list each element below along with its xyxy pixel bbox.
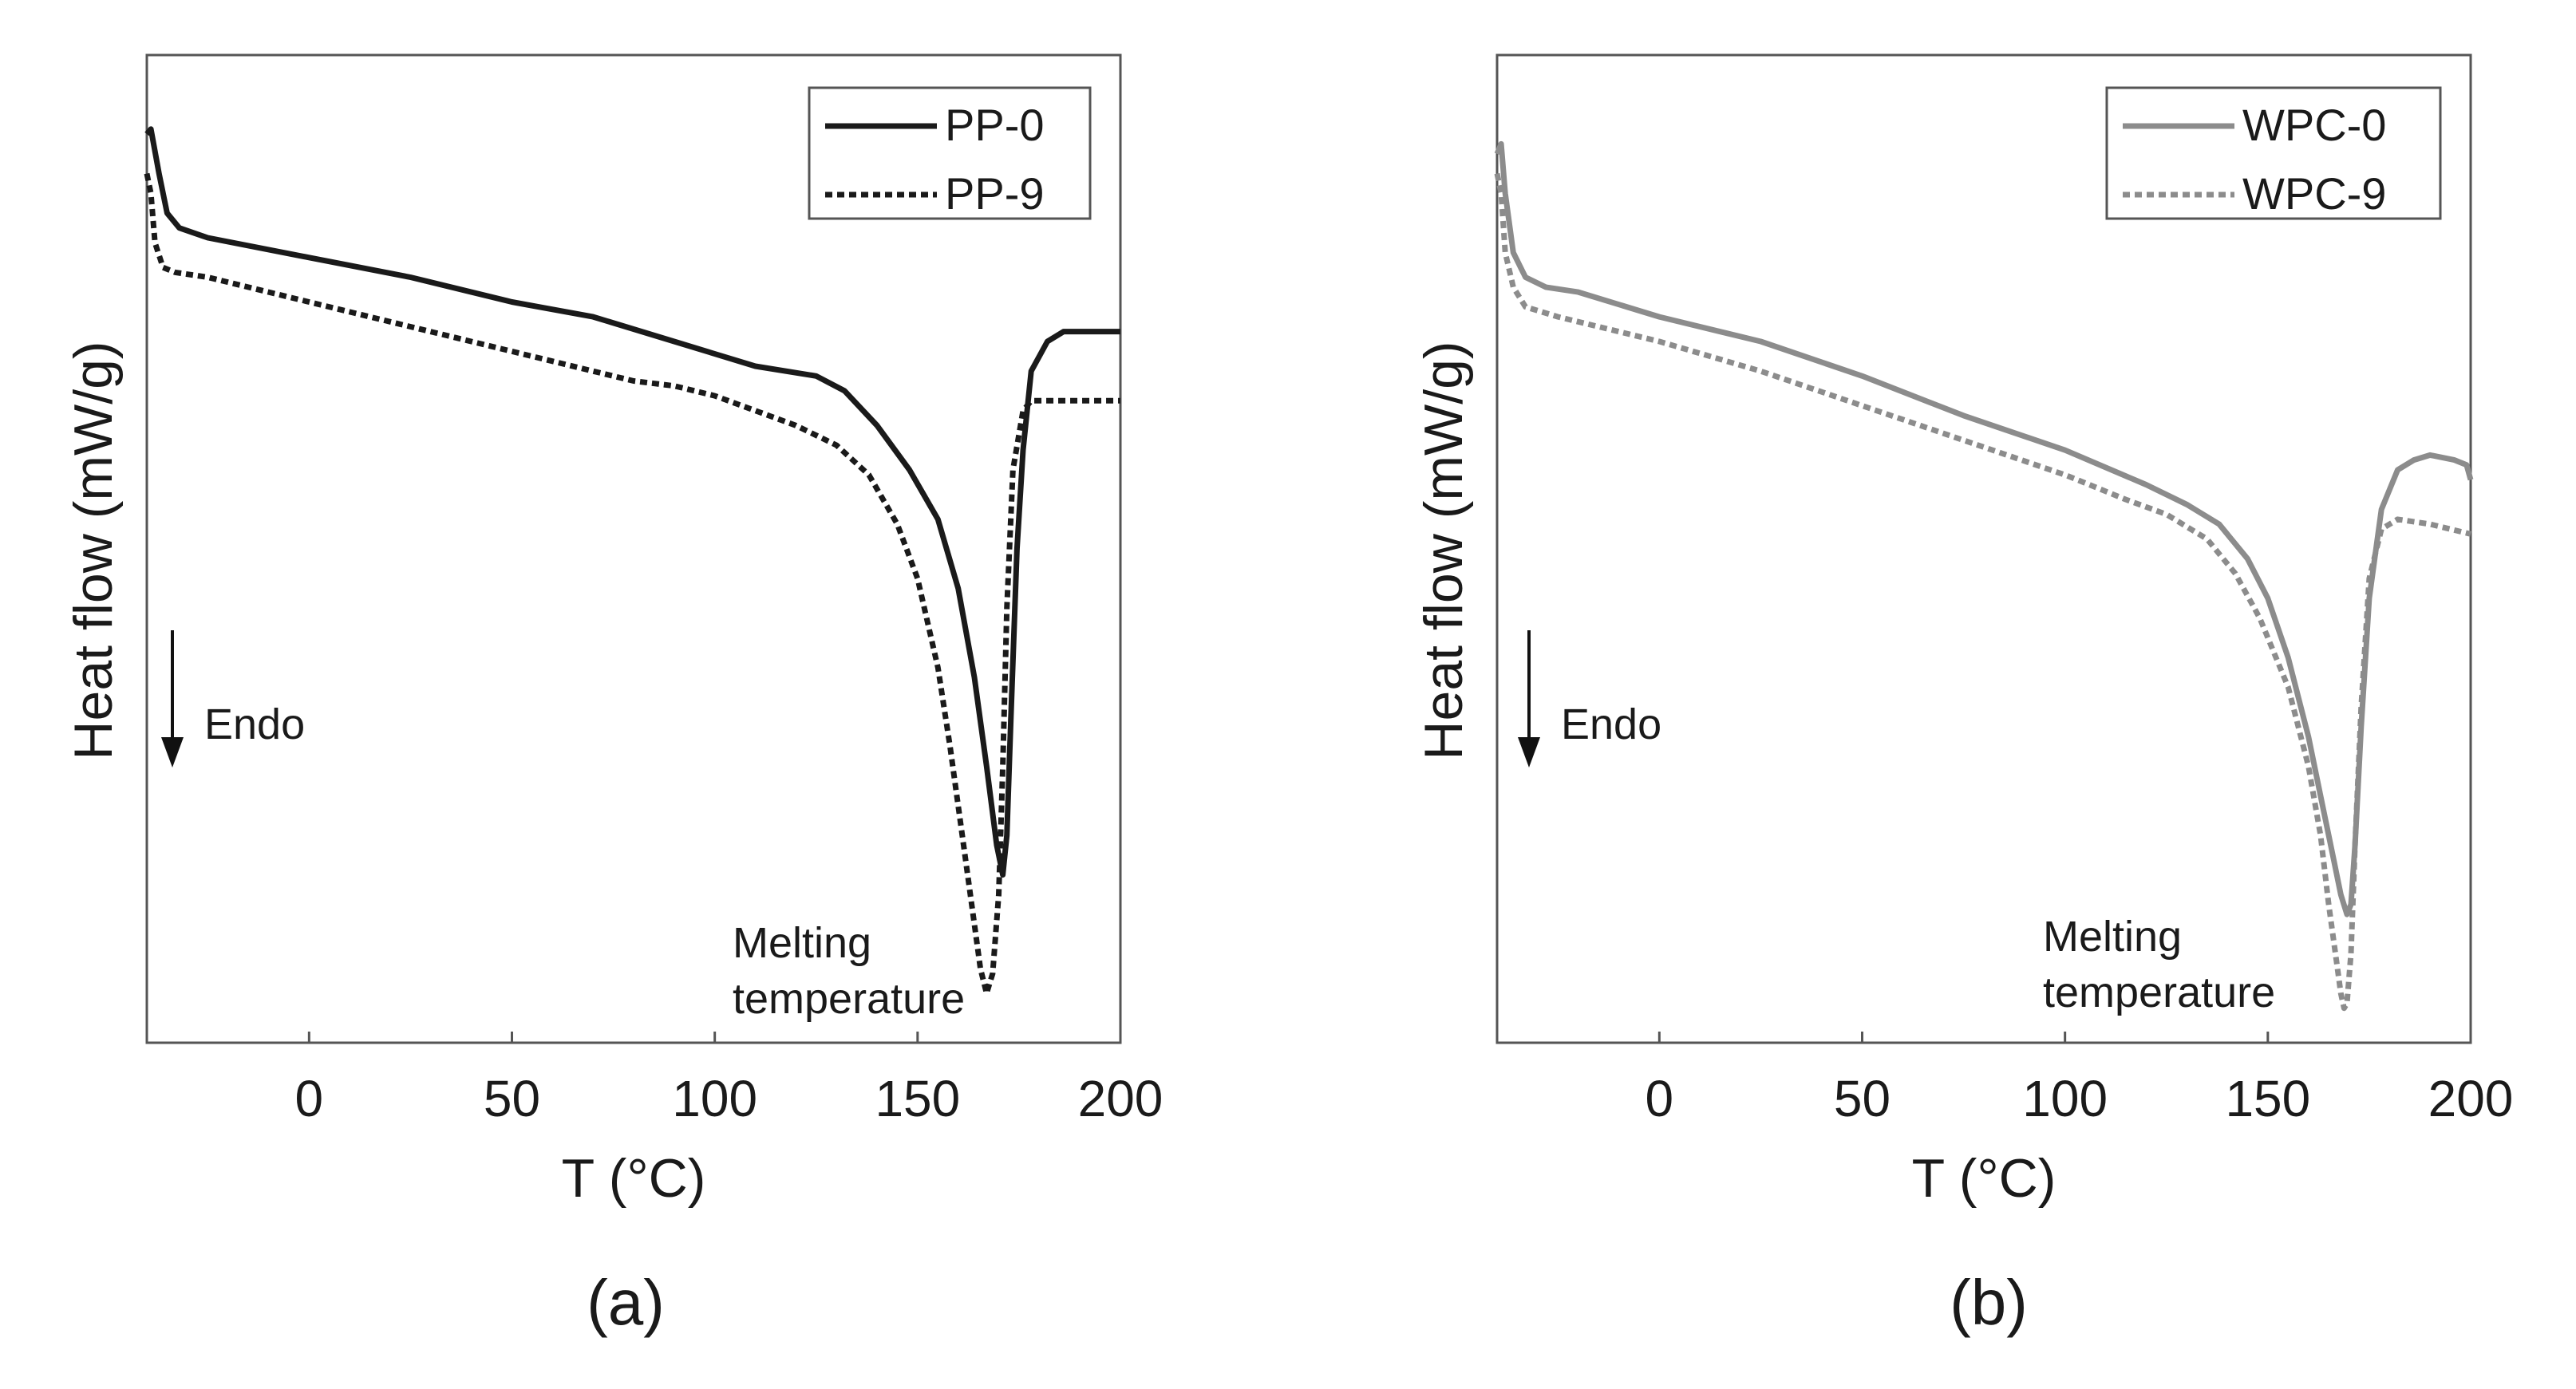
x-tick-label-0-b: 0 <box>1646 1070 1674 1127</box>
legend-label-wpc-0: WPC-0 <box>2242 100 2386 150</box>
x-ticks-a: 0 50 100 150 200 <box>295 1032 1164 1127</box>
endo-arrow-head-b <box>1518 737 1540 768</box>
x-tick-label-0-a: 0 <box>295 1070 324 1127</box>
endo-label-b: Endo <box>1561 700 1661 748</box>
legend-label-pp-9: PP-9 <box>945 168 1045 219</box>
x-tick-label-200-a: 200 <box>1078 1070 1164 1127</box>
x-tick-label-150-b: 150 <box>2225 1070 2310 1127</box>
x-tick-label-50-a: 50 <box>484 1070 540 1127</box>
y-axis-label-a: Heat flow (mW/g) <box>63 341 124 760</box>
melting-label-a-line2: temperature <box>733 975 965 1023</box>
x-ticks-b: 0 50 100 150 200 <box>1646 1032 2514 1127</box>
series-line-wpc-0 <box>1494 140 2474 917</box>
x-tick-label-100-b: 100 <box>2022 1070 2108 1127</box>
series-group-a <box>144 126 1120 996</box>
panel-a: 0 50 100 150 200 PP-0 PP-9 Endo Melting temp… <box>63 53 1164 1338</box>
endo-label-a: Endo <box>204 700 305 748</box>
x-axis-label-b: T (°C) <box>1912 1148 2056 1209</box>
panel-b: 0 50 100 150 200 WPC-0 WPC-9 Endo Melting te… <box>1413 53 2514 1338</box>
x-tick-label-200-b: 200 <box>2428 1070 2514 1127</box>
y-axis-label-b: Heat flow (mW/g) <box>1413 341 1474 760</box>
x-tick-label-150-a: 150 <box>875 1070 960 1127</box>
x-tick-label-100-a: 100 <box>672 1070 757 1127</box>
panel-caption-a: (a) <box>587 1267 665 1338</box>
panel-caption-b: (b) <box>1950 1267 2028 1338</box>
plot-frame-b <box>1495 53 2472 1044</box>
endo-arrow-head-a <box>161 737 184 768</box>
melting-label-b-line1: Melting <box>2043 913 2182 961</box>
series-line-wpc-9 <box>1494 172 2471 1012</box>
legend-label-pp-0: PP-0 <box>945 100 1045 150</box>
series-line-pp-9 <box>144 172 1120 996</box>
legend-label-wpc-9: WPC-9 <box>2242 168 2386 219</box>
melting-label-a-line1: Melting <box>733 919 871 967</box>
plot-frame-a <box>145 53 1122 1044</box>
series-group-b <box>1494 140 2474 1012</box>
x-axis-label-a: T (°C) <box>562 1148 706 1209</box>
melting-label-b-line2: temperature <box>2043 969 2275 1016</box>
x-tick-label-50-b: 50 <box>1834 1070 1891 1127</box>
series-line-pp-0 <box>144 126 1120 878</box>
